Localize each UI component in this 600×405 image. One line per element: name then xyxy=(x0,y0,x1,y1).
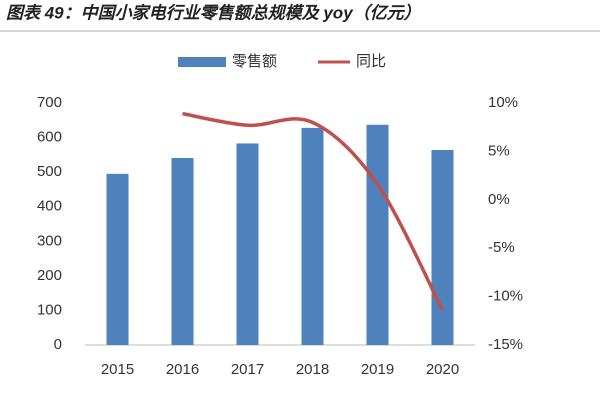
y-tick-label: 0 xyxy=(54,336,62,353)
line xyxy=(182,111,445,311)
y-tick-label: 200 xyxy=(37,267,62,284)
legend-label: 同比 xyxy=(356,53,386,70)
bar xyxy=(431,150,454,345)
y2-tick-label: 5% xyxy=(488,142,510,159)
y-tick-label: 700 xyxy=(37,94,62,111)
y-tick-label: 100 xyxy=(37,301,62,318)
x-tick-label: 2019 xyxy=(361,361,394,378)
x-tick-label: 2017 xyxy=(231,361,264,378)
x-tick-label: 2020 xyxy=(426,361,459,378)
y2-tick-label: 0% xyxy=(488,191,510,208)
y2-tick-label: -15% xyxy=(488,336,523,353)
bar xyxy=(366,124,389,345)
x-tick-label: 2016 xyxy=(166,361,199,378)
y-tick-label: 500 xyxy=(37,163,62,180)
y-tick-label: 400 xyxy=(37,198,62,215)
chart-title: 图表 49：中国小家电行业零售额总规模及 yoy（亿元） xyxy=(6,3,421,22)
legend-swatch xyxy=(178,57,226,67)
bar xyxy=(106,173,129,345)
y-tick-label: 300 xyxy=(37,232,62,249)
bar xyxy=(301,127,324,346)
x-tick-label: 2018 xyxy=(296,361,329,378)
bar xyxy=(171,157,194,345)
x-tick-label: 2015 xyxy=(101,361,134,378)
y2-tick-label: -5% xyxy=(488,239,515,256)
y-tick-label: 600 xyxy=(37,129,62,146)
bar xyxy=(236,143,259,345)
y2-tick-label: 10% xyxy=(488,94,518,111)
y2-tick-label: -10% xyxy=(488,288,523,305)
legend-label: 零售额 xyxy=(232,53,277,70)
